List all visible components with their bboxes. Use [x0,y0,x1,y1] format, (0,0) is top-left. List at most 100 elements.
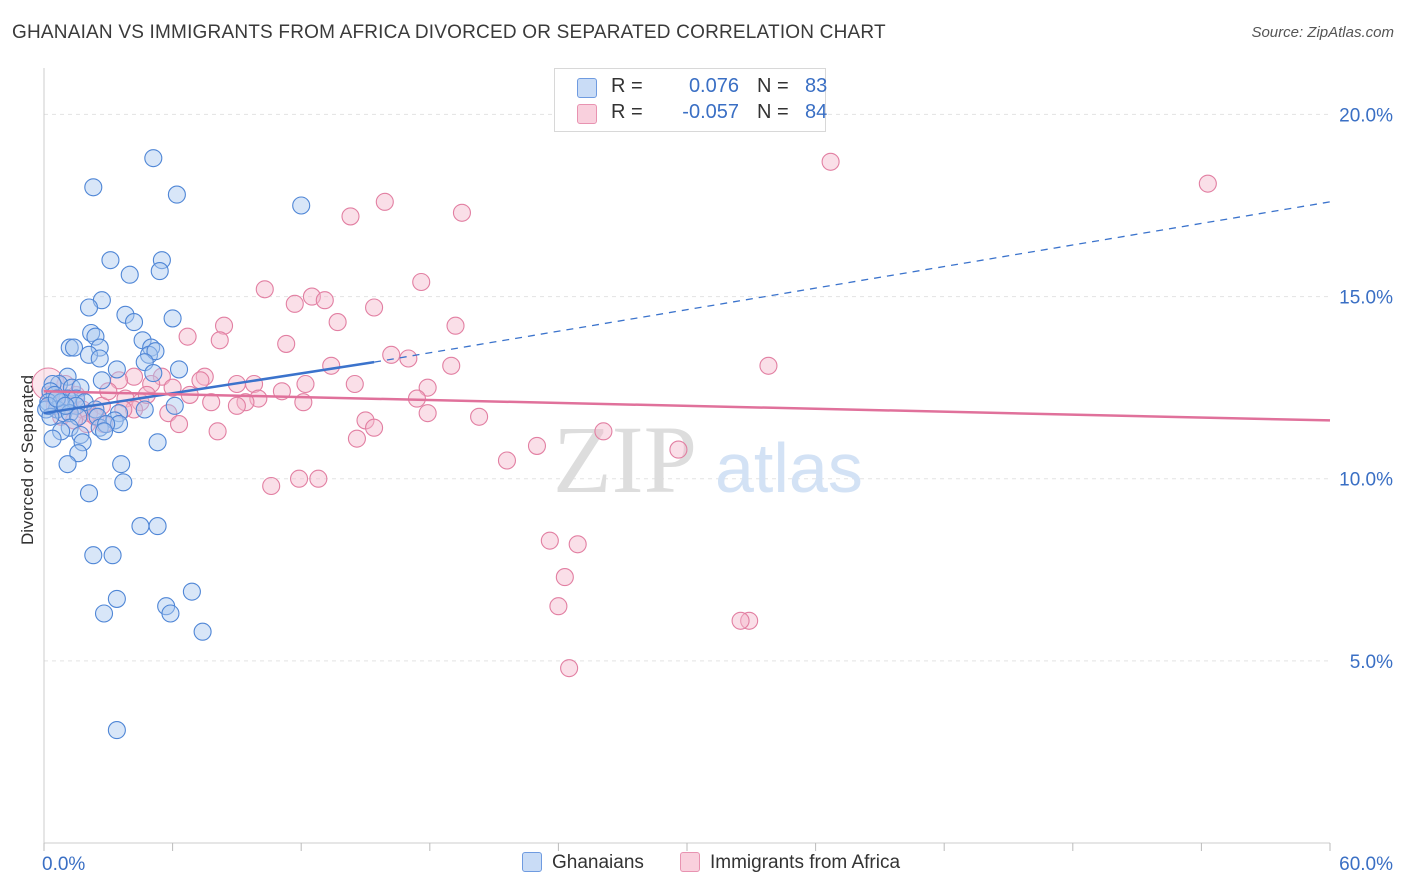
data-point [382,345,401,364]
data-point [144,364,163,383]
data-point [309,469,328,488]
data-point [555,568,574,587]
bottom-legend-label: Ghanaians [552,852,644,873]
data-point [79,345,99,364]
data-point [124,367,144,386]
data-point [103,546,122,565]
legend-swatch-pink [577,104,597,124]
data-point [167,185,186,204]
data-point [58,455,77,474]
legend-n-value: 84 [805,101,828,123]
trend-line-ghanaians [43,360,375,415]
data-point [161,604,180,623]
data-point [69,444,88,463]
data-point [227,396,246,415]
data-point [347,429,366,448]
data-point [84,546,103,565]
data-point [315,291,334,310]
legend-r-label: R = [611,101,643,123]
legend-r-label: R = [611,75,643,97]
data-point [328,313,347,332]
data-point [135,400,154,419]
data-point [152,251,171,270]
legend-n-label: N = [757,75,789,97]
legend-r-value: 0.076 [688,75,739,97]
data-point [322,356,341,375]
data-point [124,313,144,332]
chart-title: GHANAIAN VS IMMIGRANTS FROM AFRICA DIVOR… [12,22,886,43]
data-point [594,422,613,441]
data-point [731,611,750,630]
data-point [114,473,133,492]
data-point [412,272,431,292]
trend-line-immigrants [43,390,1331,422]
axes [43,68,1331,851]
data-point [549,597,568,616]
data-point [296,374,315,394]
watermark-atlas: atlas [715,429,863,507]
data-point [73,433,92,452]
data-point [60,338,79,357]
data-point [120,265,139,284]
x-tick-label: 60.0% [1339,854,1393,875]
data-point [365,298,384,317]
data-point [64,338,84,357]
chart-source: Source: ZipAtlas.com [1251,24,1394,41]
data-point [84,178,103,197]
bottom-legend-immigrants: Immigrants from Africa [680,852,900,878]
data-point [214,316,234,335]
data-point [759,356,778,375]
data-point [418,404,437,423]
watermark: ZIP atlas [553,406,863,513]
data-point [193,622,212,641]
data-point [821,152,840,171]
trend-line-ghanaians-extension [373,201,1331,363]
data-point [148,517,167,536]
data-point [497,451,517,470]
data-point [452,203,472,222]
data-point [92,371,111,390]
data-point [99,382,118,401]
data-point [159,404,178,423]
y-tick-label: 10.0% [1339,470,1393,491]
data-point [43,429,62,448]
legend-swatch-blue [577,78,597,98]
data-point [191,371,210,390]
y-tick-label: 20.0% [1339,105,1393,126]
data-point [148,433,167,452]
x-tick-label: 0.0% [42,854,85,875]
data-point [345,374,364,394]
series-ghanaians [37,149,311,740]
data-point [97,415,116,434]
data-point [375,192,394,211]
bottom-legend-ghanaians: Ghanaians [522,852,644,878]
tick-labels: 5.0% 10.0% 15.0% 20.0% 0.0% 60.0% [42,105,1393,875]
data-point [101,251,120,270]
data-point [285,294,304,313]
bottom-legend-swatch-pink [680,852,700,872]
data-point [446,316,465,335]
data-point [90,349,109,368]
watermark-zip: ZIP [553,406,697,513]
data-point [399,349,418,368]
data-point [165,396,184,415]
data-point [470,407,489,426]
data-point [255,280,274,299]
legend-n-label: N = [757,101,789,123]
data-point [112,455,131,474]
data-point [150,262,169,281]
data-point [292,196,311,215]
data-point [202,393,221,412]
data-point [365,418,384,437]
data-point [178,327,197,346]
legend-n-value: 83 [805,75,828,97]
trend-lines [43,201,1331,422]
y-tick-label: 15.0% [1339,288,1393,309]
legend-r-value: -0.057 [682,101,739,123]
data-point [341,207,360,226]
data-point [560,659,579,678]
correlation-legend: R = 0.076 N = 83 R = -0.057 N = 84 [554,68,828,132]
data-point [109,415,129,434]
data-point [79,298,99,317]
